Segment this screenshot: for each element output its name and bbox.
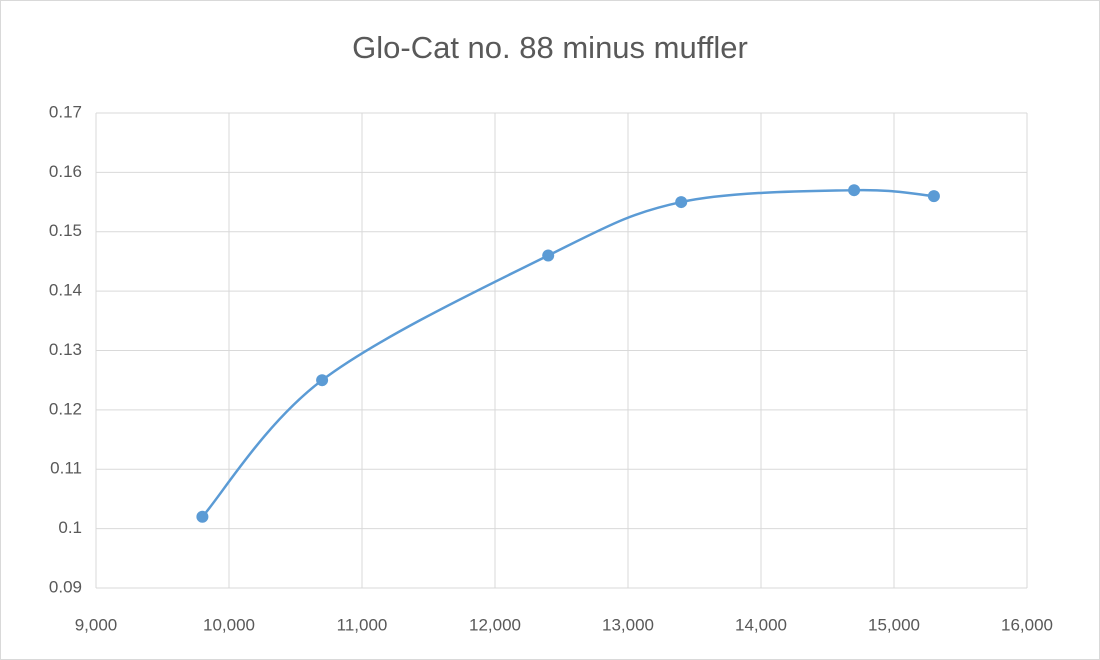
y-tick-label: 0.09 [49, 577, 82, 596]
chart-title: Glo-Cat no. 88 minus muffler [352, 30, 748, 65]
x-tick-label: 14,000 [735, 615, 787, 634]
y-tick-label: 0.1 [58, 518, 82, 537]
series-line [201, 188, 934, 518]
data-point [196, 510, 209, 523]
x-tick-label: 11,000 [337, 615, 388, 634]
data-point [675, 196, 688, 209]
data-point [927, 190, 940, 203]
y-tick-label: 0.13 [49, 340, 82, 359]
y-tick-label: 0.14 [49, 281, 82, 300]
x-tick-label: 16,000 [1001, 615, 1053, 634]
x-tick-label: 9,000 [75, 615, 118, 634]
data-point [848, 184, 861, 197]
x-tick-label: 15,000 [868, 615, 920, 634]
y-tick-label: 0.15 [49, 221, 82, 240]
x-tick-label: 10,000 [203, 615, 255, 634]
data-point [316, 374, 329, 387]
x-tick-label: 13,000 [602, 615, 654, 634]
y-tick-label: 0.11 [50, 459, 82, 478]
data-point [542, 249, 555, 262]
y-tick-label: 0.17 [49, 102, 82, 121]
y-tick-label: 0.12 [49, 399, 82, 418]
x-tick-label: 12,000 [469, 615, 521, 634]
y-tick-label: 0.16 [49, 162, 82, 181]
